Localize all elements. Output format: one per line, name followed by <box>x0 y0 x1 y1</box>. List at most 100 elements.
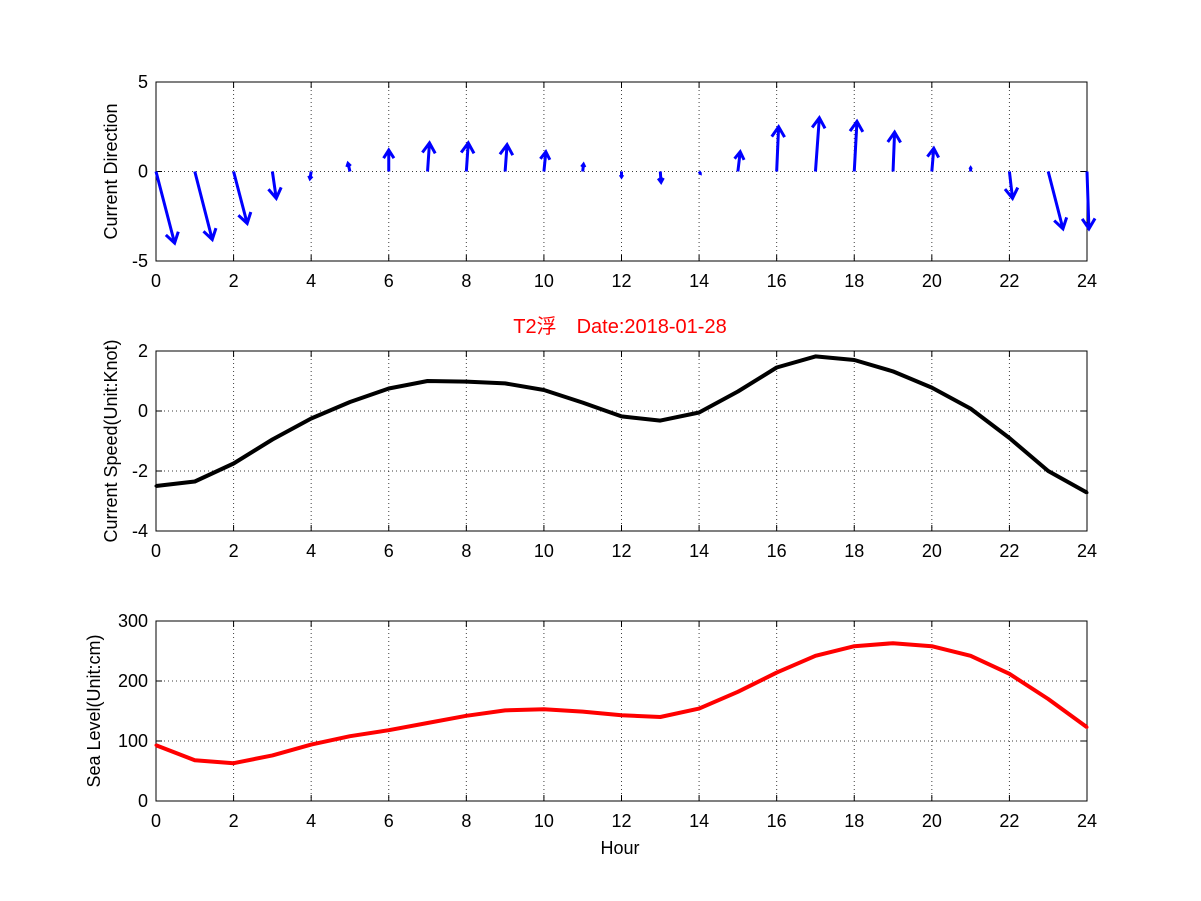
y-tick-label: 300 <box>118 611 148 631</box>
x-tick-label: 4 <box>306 541 316 561</box>
current-arrow <box>580 161 587 172</box>
sealevel-data-point <box>1085 725 1089 729</box>
x-tick-label: 14 <box>689 271 709 291</box>
y-tick-label: 2 <box>138 341 148 361</box>
speed-data-point <box>736 390 740 393</box>
sealevel-data-point <box>542 707 546 711</box>
x-tick-label: 12 <box>611 271 631 291</box>
speed-data-point <box>232 462 236 465</box>
current-arrow <box>968 165 973 172</box>
speed-data-point <box>154 484 158 488</box>
current-arrow <box>733 149 746 172</box>
x-tick-label: 20 <box>922 541 942 561</box>
sealevel-data-point <box>891 641 895 645</box>
x-tick-label: 4 <box>306 271 316 291</box>
x-tick-label: 2 <box>229 271 239 291</box>
sealevel-data-point <box>348 734 352 738</box>
y-tick-label: 100 <box>118 731 148 751</box>
current-arrow <box>1046 171 1069 232</box>
current-arrow <box>1080 171 1097 232</box>
current-arrow <box>697 170 702 176</box>
speed-data-point <box>620 414 623 418</box>
sealevel-data-point <box>852 644 856 648</box>
x-tick-label: 10 <box>534 271 554 291</box>
x-tick-label: 10 <box>534 541 554 561</box>
y-tick-label: 0 <box>138 401 148 421</box>
sealevel-data-point <box>503 708 507 712</box>
x-tick-label: 14 <box>689 811 709 831</box>
x-tick-label: 18 <box>844 811 864 831</box>
sealevel-data-point <box>464 714 468 718</box>
current-arrow <box>770 123 786 172</box>
speed-data-point <box>813 354 817 358</box>
chart-title: T2浮 Date:2018-01-28 <box>513 315 726 338</box>
current-arrow <box>154 171 180 246</box>
sealevel-data-point <box>969 654 973 658</box>
current-arrow <box>267 171 283 202</box>
x-tick-label: 6 <box>384 811 394 831</box>
current-arrow <box>193 171 218 243</box>
sealevel-data-point <box>697 707 701 711</box>
sealevel-data-point <box>813 654 817 658</box>
x-tick-label: 0 <box>151 271 161 291</box>
speed-data-point <box>930 386 934 390</box>
current-arrow <box>539 149 552 172</box>
x-tick-label: 4 <box>306 811 316 831</box>
sealevel-data-point <box>658 715 662 719</box>
current-arrow <box>307 171 314 182</box>
y-axis-label: Current Direction <box>101 103 121 239</box>
sealevel-data-point <box>193 758 197 762</box>
sealevel-data-point <box>1007 672 1011 676</box>
current-arrow <box>459 140 476 172</box>
sealevel-data-point <box>387 728 391 732</box>
x-tick-label: 16 <box>767 811 787 831</box>
speed-data-point <box>658 419 662 423</box>
sealevel-data-point <box>154 743 158 747</box>
speed-data-point <box>309 417 313 420</box>
current-arrow <box>1003 171 1020 202</box>
speed-data-point <box>193 480 197 483</box>
speed-series-line <box>155 354 1088 495</box>
x-tick-label: 2 <box>229 541 239 561</box>
x-tick-label: 24 <box>1077 541 1097 561</box>
speed-data-point <box>1085 491 1089 495</box>
sealevel-data-point <box>775 671 779 675</box>
x-tick-label: 24 <box>1077 271 1097 291</box>
speed-data-point <box>270 438 274 441</box>
sealevel-data-point <box>309 743 313 747</box>
x-axis-label: Hour <box>600 838 639 858</box>
x-tick-label: 24 <box>1077 811 1097 831</box>
current-arrow <box>421 140 437 172</box>
x-tick-label: 8 <box>461 811 471 831</box>
current-arrow <box>618 171 625 180</box>
current-arrow <box>232 171 253 227</box>
x-tick-label: 10 <box>534 811 554 831</box>
current-arrow <box>810 115 827 172</box>
speed-data-point <box>503 381 507 385</box>
speed-data-point <box>1046 469 1050 473</box>
speed-data-point <box>969 407 973 411</box>
x-tick-label: 20 <box>922 811 942 831</box>
y-tick-label: 0 <box>138 791 148 811</box>
x-tick-label: 8 <box>461 271 471 291</box>
speed-data-point <box>348 400 352 404</box>
sealevel-data-point <box>620 713 623 717</box>
current-arrow <box>656 171 665 186</box>
x-tick-label: 16 <box>767 271 787 291</box>
y-tick-label: 200 <box>118 671 148 691</box>
x-tick-label: 6 <box>384 541 394 561</box>
x-tick-label: 22 <box>999 271 1019 291</box>
speed-data-point <box>581 401 585 405</box>
speed-data-point <box>697 411 701 414</box>
x-tick-label: 0 <box>151 541 161 561</box>
speed-data-point <box>775 366 779 369</box>
y-tick-label: -5 <box>132 251 148 271</box>
speed-data-point <box>387 387 391 390</box>
x-tick-label: 18 <box>844 271 864 291</box>
sealevel-data-point <box>736 690 740 694</box>
sealevel-data-point <box>930 644 934 648</box>
x-tick-label: 14 <box>689 541 709 561</box>
sealevel-data-point <box>426 721 430 725</box>
